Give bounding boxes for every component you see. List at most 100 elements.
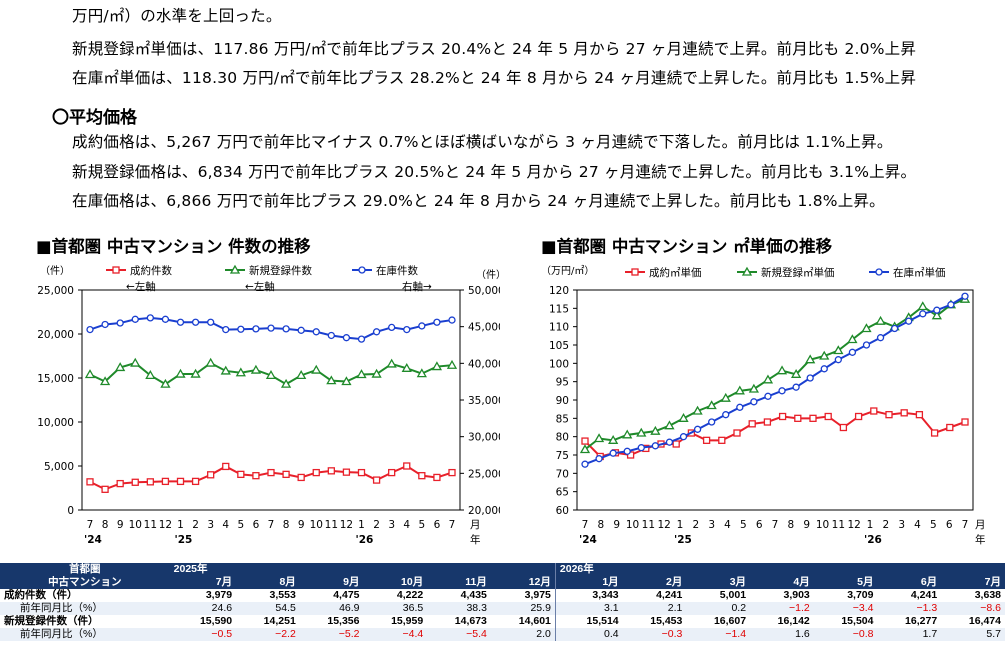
- data-point: [763, 418, 772, 426]
- x-tick-label: 5: [930, 519, 937, 531]
- data-point: [664, 420, 675, 430]
- x-tick-label: 10: [310, 519, 323, 531]
- data-point: [679, 433, 688, 441]
- data-point: [252, 472, 260, 480]
- data-point: [401, 363, 412, 372]
- x-unit-month: 月: [470, 519, 481, 531]
- data-point: [790, 369, 802, 378]
- data-point: [237, 325, 245, 333]
- table-cell: −0.3: [622, 628, 687, 641]
- data-point: [191, 318, 200, 326]
- table-cell: 14,601: [490, 615, 556, 628]
- data-point: [824, 412, 832, 421]
- data-point: [806, 374, 814, 382]
- data-point: [267, 324, 275, 332]
- data-point: [933, 306, 941, 314]
- table-cell: 3,903: [750, 589, 814, 602]
- table-cell: −1.2: [750, 602, 814, 615]
- data-point: [312, 468, 320, 477]
- year-label: '24: [579, 534, 597, 546]
- data-point: [848, 348, 857, 356]
- data-point: [885, 411, 893, 419]
- text-line-3: 在庫㎡単価は、118.30 万円/㎡で前年比プラス 28.2%と 24 年 8 …: [72, 69, 917, 87]
- data-point: [326, 375, 337, 385]
- y-tick-label: 75: [556, 450, 569, 462]
- data-point: [160, 378, 171, 388]
- data-point: [741, 266, 753, 276]
- x-tick-label: 3: [207, 519, 214, 531]
- table-cell: 16,142: [750, 615, 814, 628]
- data-point: [146, 314, 154, 322]
- x-tick-label: 1: [177, 519, 184, 531]
- x-tick-label: 12: [159, 519, 172, 531]
- table-row: 新規登録件数（件） 15,590 14,251 15,356 15,959 14,673 1…: [0, 615, 1005, 628]
- table-cell: 36.5: [363, 602, 428, 615]
- table-cell: 15,959: [363, 615, 428, 628]
- data-point: [930, 429, 939, 437]
- data-point: [161, 315, 170, 323]
- data-point: [579, 444, 591, 454]
- data-point: [176, 477, 185, 486]
- x-tick-label: 8: [283, 519, 290, 531]
- table-cell: 2.0: [490, 628, 556, 641]
- plot-area: [81, 289, 461, 511]
- data-point: [961, 292, 969, 300]
- data-point: [403, 462, 411, 470]
- data-point: [946, 423, 954, 432]
- data-point: [448, 468, 456, 477]
- x-unit-month: 月: [975, 519, 986, 531]
- data-point: [839, 423, 848, 432]
- data-point: [205, 357, 216, 367]
- x-tick-label: 5: [740, 519, 747, 531]
- table-cell: 15,514: [554, 615, 623, 628]
- table-cell: 14,673: [427, 615, 491, 628]
- legend-label: 成約㎡単価: [649, 266, 702, 279]
- data-point: [623, 447, 631, 455]
- data-point: [631, 268, 639, 276]
- data-point: [917, 301, 928, 311]
- table-cell: 54.5: [236, 602, 300, 615]
- year-label: '25: [175, 534, 193, 546]
- data-point: [356, 369, 367, 379]
- data-point: [388, 468, 396, 477]
- data-point: [176, 318, 185, 326]
- data-point: [900, 409, 908, 417]
- y-tick-label: 120: [549, 285, 569, 297]
- data-point: [280, 378, 292, 388]
- data-point: [764, 392, 772, 400]
- data-point: [175, 368, 186, 378]
- data-point: [357, 335, 366, 343]
- data-point: [86, 325, 94, 334]
- data-point: [622, 429, 633, 439]
- month-header: 8月: [236, 576, 300, 589]
- data-point: [433, 473, 441, 482]
- x-tick-label: 3: [388, 519, 395, 531]
- table-cell: 3,979: [169, 589, 237, 602]
- data-point: [947, 301, 955, 309]
- data-point: [101, 485, 109, 493]
- x-tick-label: 2: [882, 519, 889, 531]
- data-point: [792, 383, 800, 391]
- x-tick-label: 1: [677, 519, 684, 531]
- x-tick-label: 4: [724, 519, 731, 531]
- x-tick-label: 11: [325, 519, 338, 531]
- table-cell: 14,251: [236, 615, 300, 628]
- x-tick-label: 12: [847, 519, 860, 531]
- data-point: [252, 325, 260, 333]
- x-tick-label: 9: [803, 519, 810, 531]
- corner-2: 中古マンション: [0, 576, 170, 589]
- table-cell: 3,638: [941, 589, 1005, 602]
- data-point: [650, 425, 661, 435]
- data-point: [265, 370, 277, 380]
- data-point: [876, 334, 885, 342]
- data-point: [718, 436, 726, 444]
- table-cell: 5,001: [686, 589, 751, 602]
- data-point: [834, 356, 842, 364]
- data-point: [847, 334, 858, 344]
- table-cell: 4,241: [877, 589, 942, 602]
- data-point: [297, 326, 305, 334]
- data-point: [116, 479, 124, 488]
- x-tick-label: 3: [898, 519, 905, 531]
- table-cell: 3,553: [236, 589, 300, 602]
- data-point: [403, 325, 411, 334]
